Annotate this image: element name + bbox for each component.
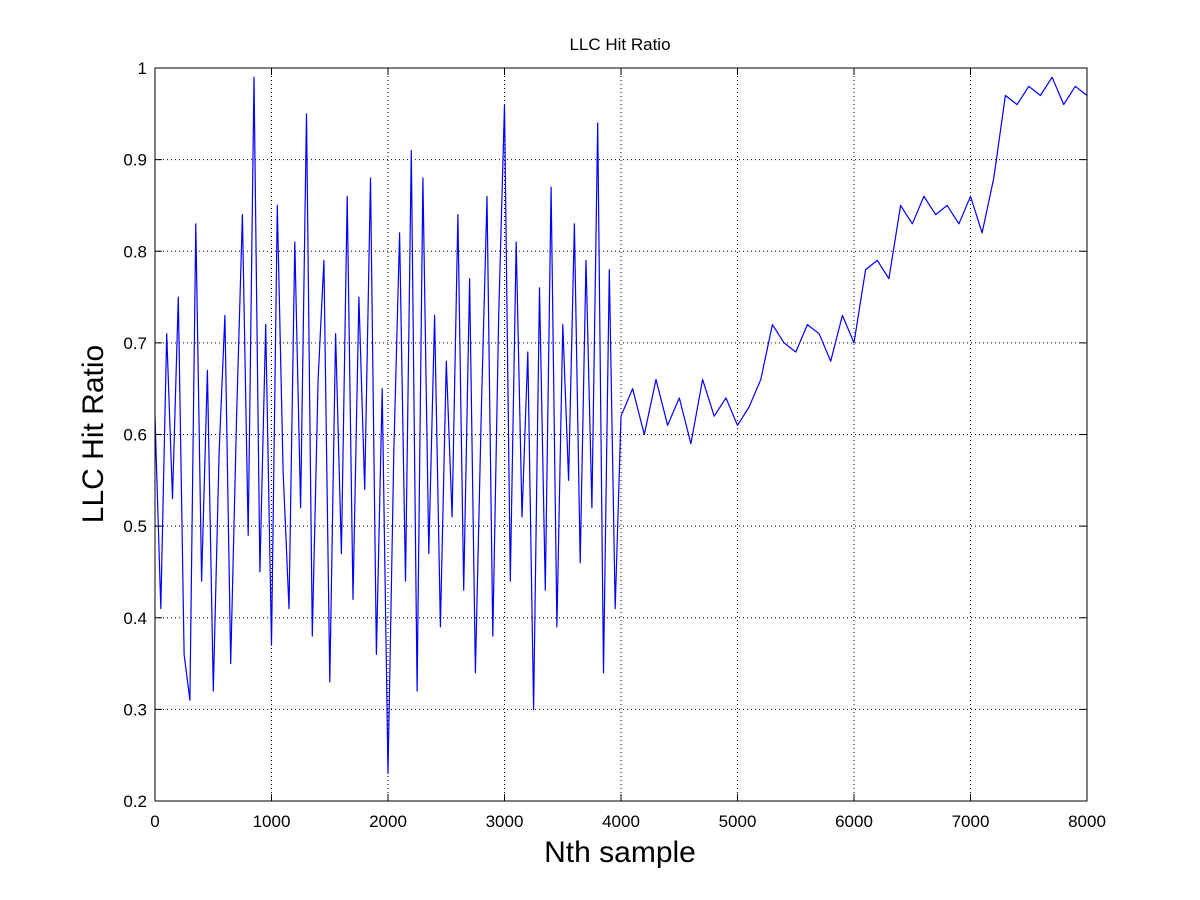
chart-title: LLC Hit Ratio (569, 35, 670, 54)
x-tick-label: 2000 (369, 812, 407, 831)
y-tick-label: 0.2 (123, 792, 147, 811)
x-tick-label: 3000 (486, 812, 524, 831)
plot-frame (154, 67, 1088, 802)
x-axis-label: Nth sample (544, 836, 696, 869)
x-tick-label: 6000 (835, 812, 873, 831)
y-tick-label: 1 (138, 59, 147, 78)
y-tick-label: 0.3 (123, 700, 147, 719)
y-tick-label: 0.5 (123, 517, 147, 536)
x-tick-label: 1000 (253, 812, 291, 831)
y-tick-label: 0.4 (123, 609, 147, 628)
x-tick-label: 7000 (952, 812, 990, 831)
y-tick-label: 0.6 (123, 426, 147, 445)
y-tick-label: 0.7 (123, 334, 147, 353)
series-layer (155, 76, 1087, 775)
series-line (155, 76, 1087, 775)
tick-labels: 0 1000 2000 3000 4000 5000 6000 7000 8000 0.2 0.3 0… (123, 59, 1106, 831)
x-tick-label: 4000 (602, 812, 640, 831)
y-tick-label: 0.9 (123, 151, 147, 170)
x-tick-label: 8000 (1068, 812, 1106, 831)
x-tick-label: 0 (150, 812, 159, 831)
y-axis-label: LLC Hit Ratio (77, 345, 110, 523)
y-tick-label: 0.8 (123, 242, 147, 261)
x-tick-label: 5000 (719, 812, 757, 831)
